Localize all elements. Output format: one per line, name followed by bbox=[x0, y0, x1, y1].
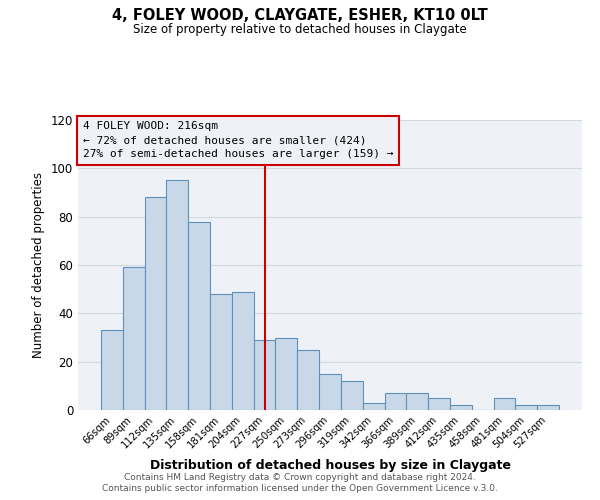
Bar bbox=[297, 350, 319, 410]
Y-axis label: Number of detached properties: Number of detached properties bbox=[32, 172, 45, 358]
Bar bbox=[101, 330, 123, 410]
Bar bbox=[232, 292, 254, 410]
Bar bbox=[123, 268, 145, 410]
Bar bbox=[450, 405, 472, 410]
Bar bbox=[494, 398, 515, 410]
Bar bbox=[254, 340, 275, 410]
Bar bbox=[515, 405, 537, 410]
Text: 4 FOLEY WOOD: 216sqm
← 72% of detached houses are smaller (424)
27% of semi-deta: 4 FOLEY WOOD: 216sqm ← 72% of detached h… bbox=[83, 122, 394, 160]
Bar bbox=[210, 294, 232, 410]
Bar bbox=[385, 393, 406, 410]
Bar bbox=[363, 403, 385, 410]
Bar bbox=[188, 222, 210, 410]
Text: 4, FOLEY WOOD, CLAYGATE, ESHER, KT10 0LT: 4, FOLEY WOOD, CLAYGATE, ESHER, KT10 0LT bbox=[112, 8, 488, 22]
Bar bbox=[275, 338, 297, 410]
X-axis label: Distribution of detached houses by size in Claygate: Distribution of detached houses by size … bbox=[149, 459, 511, 472]
Bar bbox=[406, 393, 428, 410]
Text: Contains HM Land Registry data © Crown copyright and database right 2024.: Contains HM Land Registry data © Crown c… bbox=[124, 472, 476, 482]
Bar bbox=[319, 374, 341, 410]
Text: Size of property relative to detached houses in Claygate: Size of property relative to detached ho… bbox=[133, 22, 467, 36]
Bar bbox=[537, 405, 559, 410]
Bar bbox=[166, 180, 188, 410]
Bar bbox=[145, 198, 166, 410]
Bar bbox=[428, 398, 450, 410]
Bar bbox=[341, 381, 363, 410]
Text: Contains public sector information licensed under the Open Government Licence v.: Contains public sector information licen… bbox=[102, 484, 498, 493]
